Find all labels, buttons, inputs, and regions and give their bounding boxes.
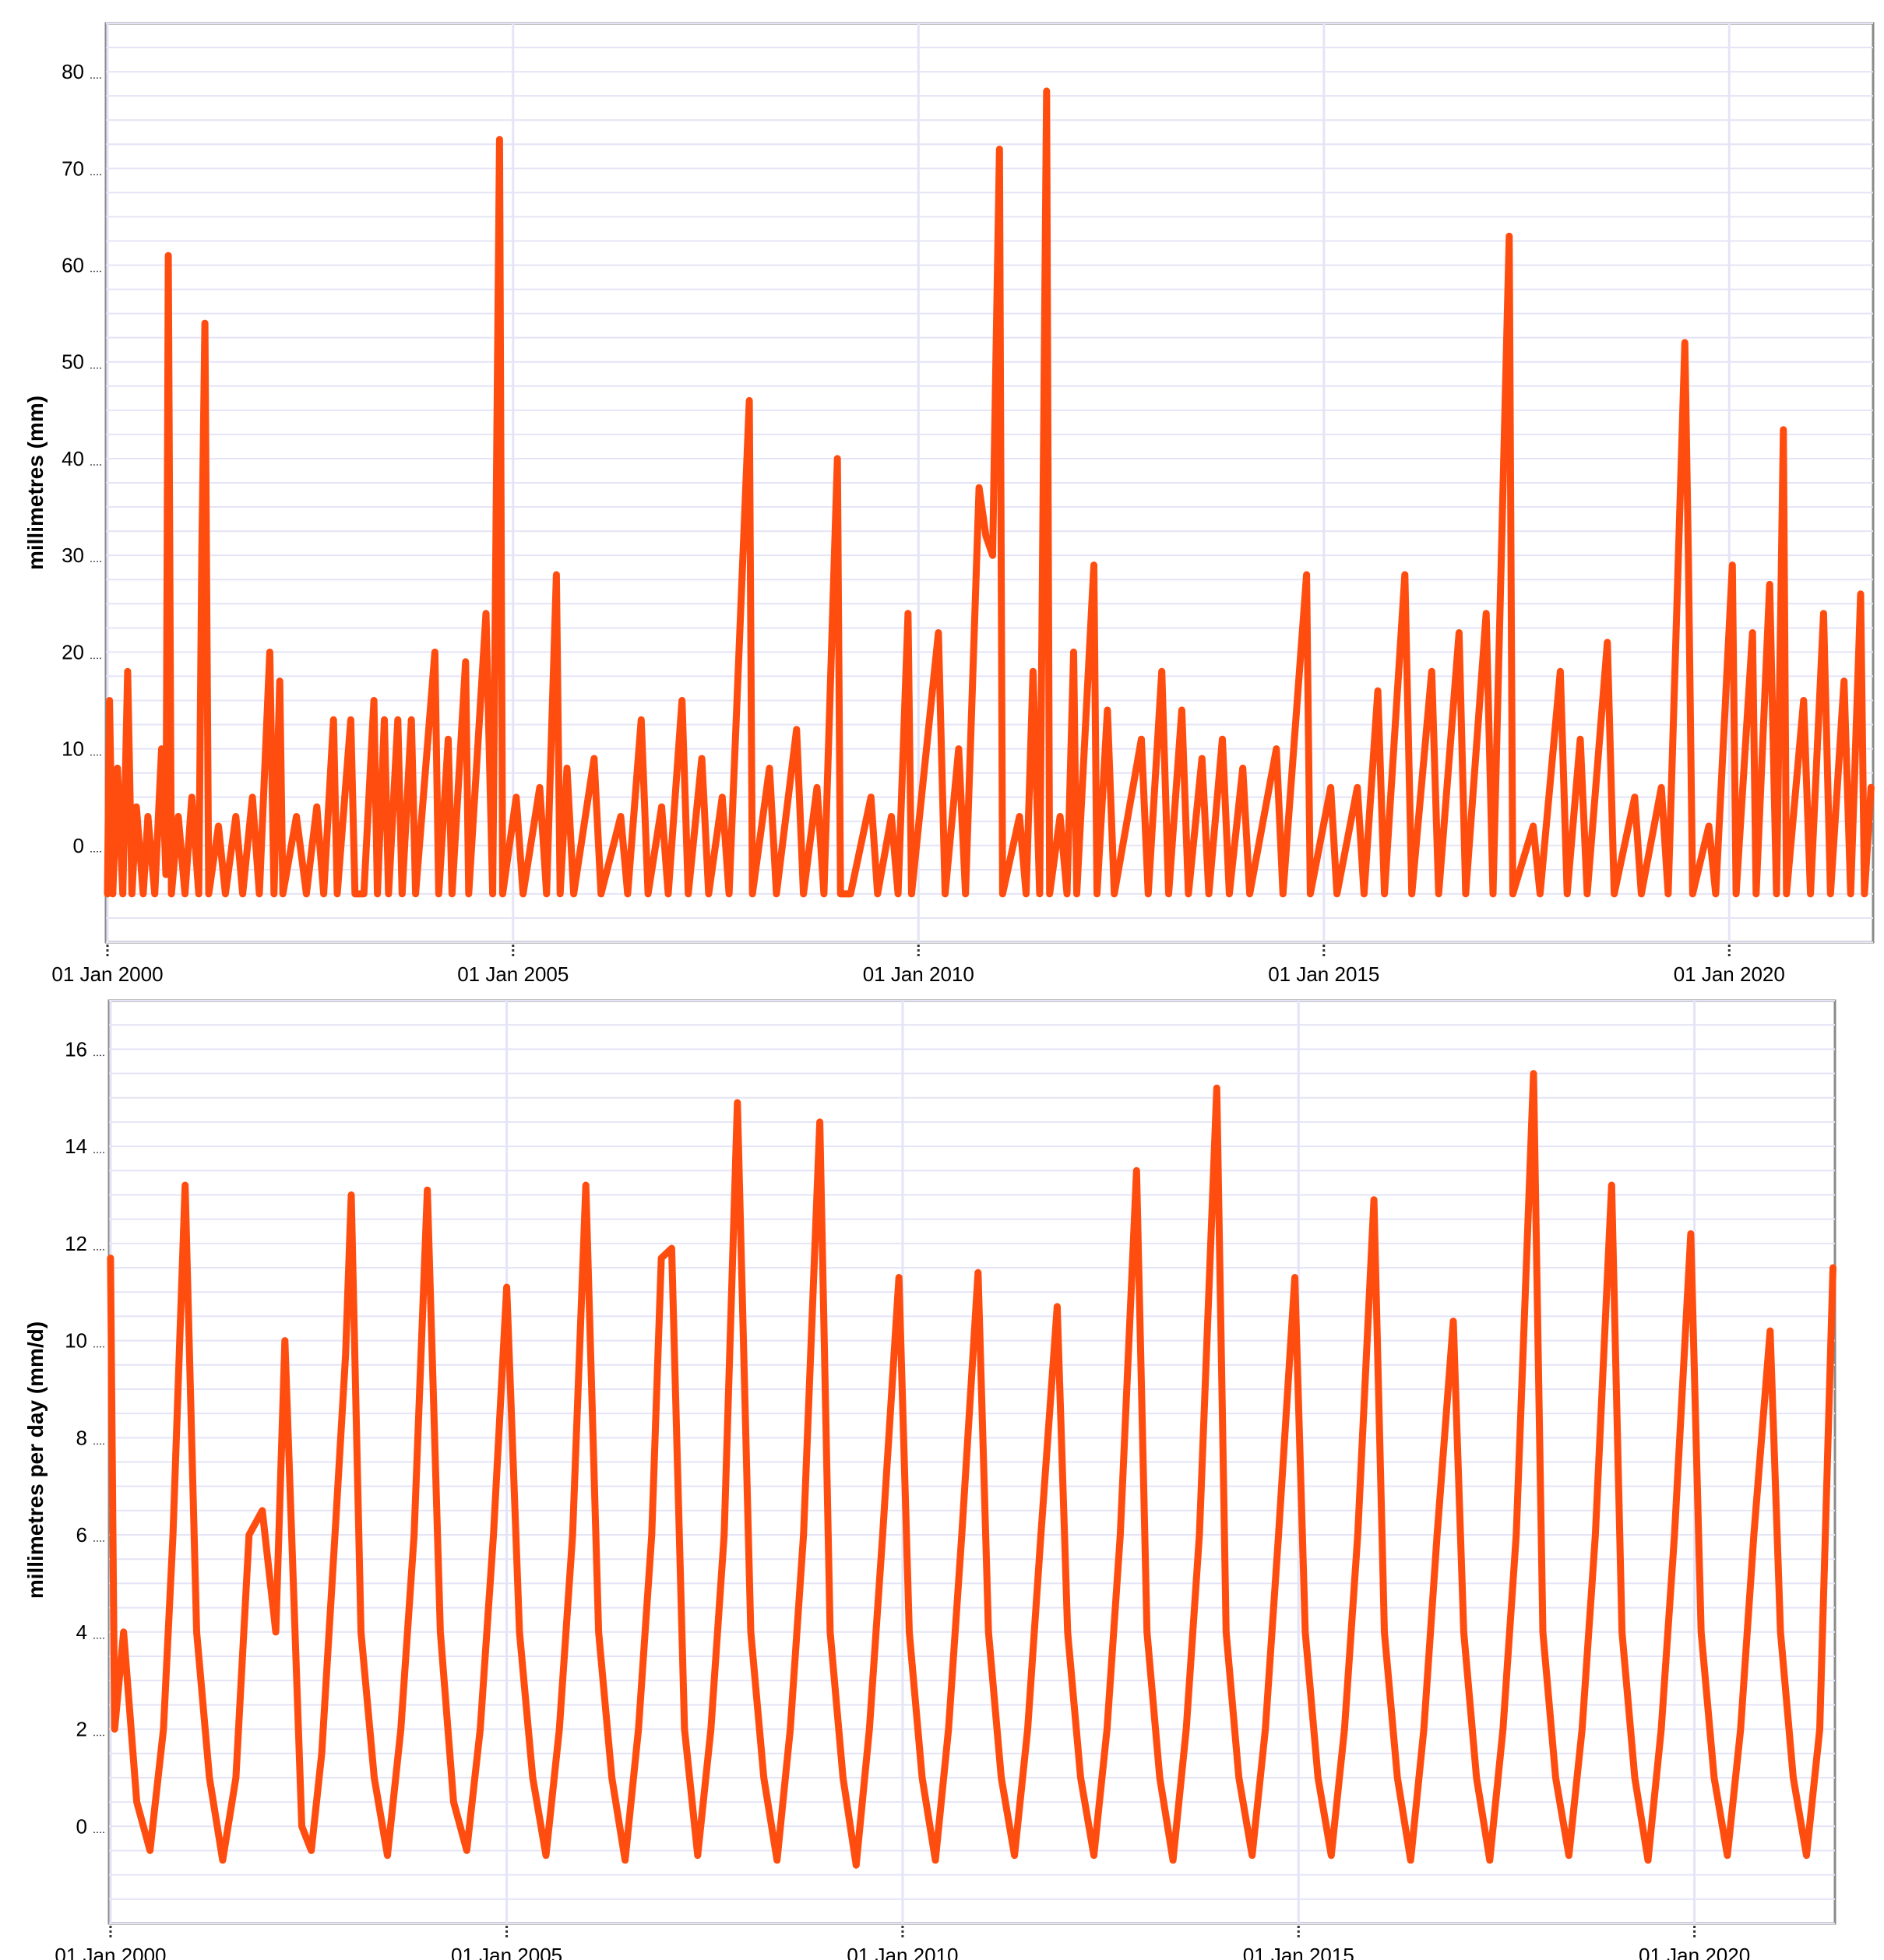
- x-tick-labels-bottom: 01 Jan 2000 01 Jan 2005 01 Jan 2010 01 Jan …: [55, 1926, 1750, 1960]
- series-bottom: [107, 1070, 1836, 1869]
- y-tick-label: 0: [76, 1814, 87, 1838]
- x-tick-label: 01 Jan 2005: [451, 1944, 562, 1960]
- series-line-0: [104, 87, 1875, 898]
- y-tick-label: 0: [73, 834, 84, 857]
- y-tick-label: 16: [65, 1037, 87, 1061]
- x-tick-label: 01 Jan 2000: [55, 1944, 166, 1960]
- series-top: [104, 87, 1875, 898]
- y-tick-label: 14: [65, 1135, 87, 1158]
- x-tick-labels-top: 01 Jan 2000 01 Jan 2005 01 Jan 2010 01 Jan …: [51, 945, 1785, 986]
- series-line-0: [107, 1070, 1836, 1869]
- y-tick-label: 2: [76, 1718, 87, 1741]
- y-tick-label: 40: [62, 447, 84, 470]
- y-tick-label: 20: [62, 640, 84, 663]
- y-tick-label: 6: [76, 1523, 87, 1547]
- x-tick-label: 01 Jan 2010: [847, 1944, 958, 1960]
- x-tick-label: 01 Jan 2010: [863, 962, 974, 986]
- y-tick-label: 60: [62, 254, 84, 277]
- y-axis-title-bottom: millimetres per day (mm/d): [23, 1321, 48, 1599]
- y-tick-labels-top: 0 10 20 30 40 50 60 70 80: [62, 60, 103, 857]
- y-tick-label: 10: [62, 737, 84, 761]
- x-tick-label: 01 Jan 2015: [1268, 962, 1379, 986]
- y-tick-label: 30: [62, 544, 84, 567]
- y-tick-label: 4: [76, 1620, 87, 1644]
- x-tick-label: 01 Jan 2020: [1674, 962, 1785, 986]
- y-tick-label: 10: [65, 1329, 87, 1353]
- x-tick-label: 01 Jan 2020: [1639, 1944, 1750, 1960]
- y-tick-label: 50: [62, 350, 84, 374]
- y-tick-labels-bottom: 0 2 4 6 8 10 12 14 16: [65, 1037, 106, 1838]
- precipitation-chart: 0 10 20 30 40 50 60 70 80 01 Jan 2000 01 Jan 2005…: [23, 22, 1875, 986]
- x-tick-label: 01 Jan 2015: [1243, 1944, 1354, 1960]
- x-tick-label: 01 Jan 2005: [457, 962, 569, 986]
- y-axis-title-top: millimetres (mm): [23, 396, 48, 570]
- y-tick-label: 70: [62, 157, 84, 180]
- y-tick-label: 12: [65, 1232, 87, 1255]
- y-tick-label: 80: [62, 60, 84, 83]
- x-tick-label: 01 Jan 2000: [51, 962, 163, 986]
- y-tick-label: 8: [76, 1426, 87, 1449]
